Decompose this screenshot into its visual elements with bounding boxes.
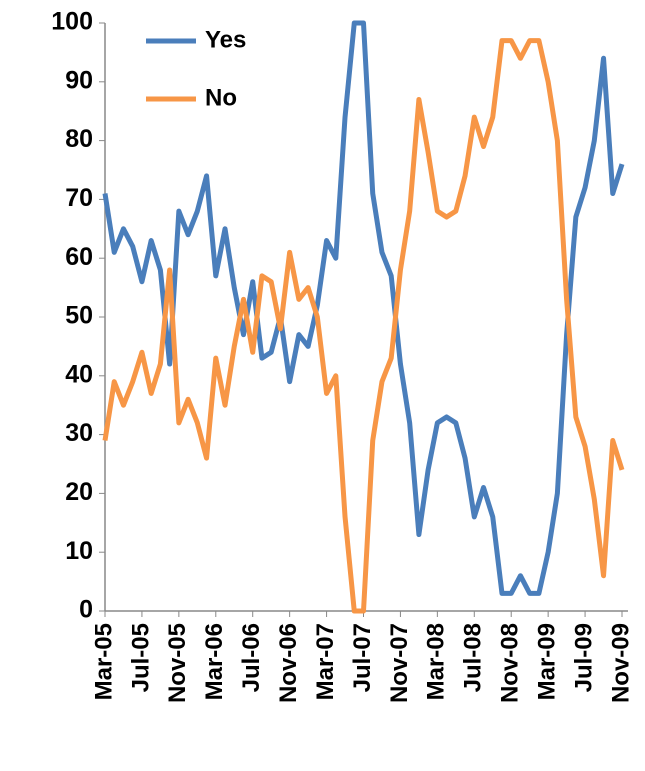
legend-label: Yes xyxy=(205,26,246,53)
x-tick-label: Jul-07 xyxy=(349,623,376,692)
x-tick-label: Mar-05 xyxy=(90,623,117,700)
x-tick-label: Nov-07 xyxy=(386,623,413,703)
x-tick-label: Jul-09 xyxy=(570,623,597,692)
y-tick-label: 50 xyxy=(65,302,93,330)
legend-label: No xyxy=(205,84,237,111)
x-tick-label: Mar-08 xyxy=(423,623,450,700)
series-line xyxy=(102,38,625,614)
x-tick-label: Nov-08 xyxy=(497,623,524,703)
series-line xyxy=(102,20,625,596)
y-tick-label: 20 xyxy=(65,478,93,506)
y-tick-label: 100 xyxy=(51,8,93,36)
y-tick-label: 90 xyxy=(65,66,93,94)
x-tick-label: Jul-08 xyxy=(460,623,487,692)
x-tick-label: Mar-07 xyxy=(312,623,339,700)
y-tick-label: 60 xyxy=(65,243,93,271)
y-tick-label: 40 xyxy=(65,360,93,388)
x-tick-label: Nov-05 xyxy=(164,623,191,703)
y-tick-label: 70 xyxy=(65,184,93,212)
x-tick-label: Nov-06 xyxy=(275,623,302,703)
x-tick-label: Nov-09 xyxy=(607,623,634,703)
y-tick-label: 80 xyxy=(65,125,93,153)
y-tick-label: 0 xyxy=(79,596,93,624)
x-tick-label: Jul-05 xyxy=(127,623,154,692)
x-tick-label: Jul-06 xyxy=(238,623,265,692)
y-tick-label: 10 xyxy=(65,537,93,565)
y-tick-label: 30 xyxy=(65,419,93,447)
x-tick-label: Mar-06 xyxy=(201,623,228,700)
x-tick-label: Mar-09 xyxy=(533,623,560,700)
